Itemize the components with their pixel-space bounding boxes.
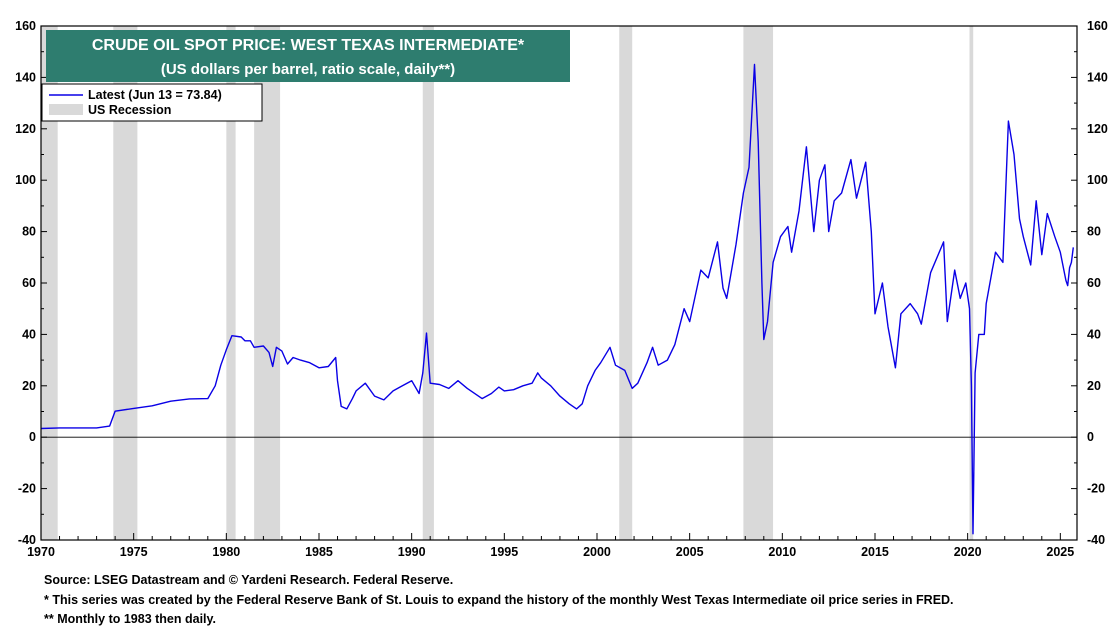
legend: Latest (Jun 13 = 73.84) US Recession <box>41 83 263 122</box>
y-tick-label-right: -40 <box>1087 533 1105 547</box>
footnote-2: ** Monthly to 1983 then daily. <box>44 612 217 626</box>
x-tick-label: 2010 <box>768 545 796 559</box>
recession-band <box>41 26 58 540</box>
y-tick-label-right: -20 <box>1087 482 1105 496</box>
y-tick-label-left: 140 <box>15 70 36 84</box>
y-tick-label-left: 160 <box>15 19 36 33</box>
y-tick-label-left: 100 <box>15 173 36 187</box>
x-tick-label: 1985 <box>305 545 333 559</box>
recession-band <box>743 26 774 540</box>
price-series-line <box>40 63 1074 535</box>
y-tick-label-right: 100 <box>1087 173 1108 187</box>
x-tick-label: 1995 <box>490 545 518 559</box>
legend-recession-label: US Recession <box>88 103 171 117</box>
x-tick-label: 2000 <box>583 545 611 559</box>
y-tick-label-left: 60 <box>22 276 36 290</box>
y-tick-label-right: 80 <box>1087 225 1101 239</box>
footnote-1: * This series was created by the Federal… <box>44 593 954 607</box>
chart-title-box: CRUDE OIL SPOT PRICE: WEST TEXAS INTERME… <box>46 30 570 82</box>
y-tick-label-left: 120 <box>15 122 36 136</box>
y-tick-label-right: 0 <box>1087 430 1094 444</box>
recession-band <box>226 26 236 540</box>
legend-latest-label: Latest (Jun 13 = 73.84) <box>88 88 222 102</box>
legend-recession-swatch <box>49 104 83 115</box>
x-tick-label: 2005 <box>676 545 704 559</box>
chart-title: CRUDE OIL SPOT PRICE: WEST TEXAS INTERME… <box>92 37 525 54</box>
recession-band <box>422 26 434 540</box>
x-tick-label: 2015 <box>861 545 889 559</box>
source-note: Source: LSEG Datastream and © Yardeni Re… <box>44 573 454 587</box>
y-tick-label-left: 20 <box>22 379 36 393</box>
y-tick-label-right: 40 <box>1087 327 1101 341</box>
y-tick-label-right: 140 <box>1087 70 1108 84</box>
recession-band <box>969 26 974 540</box>
oil-price-chart: 1970 1975 1980 1985 1990 1995 2000 2005 2010 2015… <box>15 19 1108 559</box>
axis-ticks: 1970 1975 1980 1985 1990 1995 2000 2005 2010 2015… <box>15 19 1108 559</box>
y-tick-label-right: 20 <box>1087 379 1101 393</box>
chart-subtitle: (US dollars per barrel, ratio scale, dai… <box>161 61 455 78</box>
x-tick-label: 1990 <box>398 545 426 559</box>
recession-band <box>619 26 633 540</box>
x-tick-label: 2020 <box>954 545 982 559</box>
y-tick-label-left: 0 <box>29 430 36 444</box>
x-tick-label: 1970 <box>27 545 55 559</box>
y-tick-label-right: 120 <box>1087 122 1108 136</box>
y-tick-label-right: 160 <box>1087 19 1108 33</box>
y-tick-label-right: 60 <box>1087 276 1101 290</box>
x-tick-label: 1975 <box>120 545 148 559</box>
x-tick-label: 2025 <box>1046 545 1074 559</box>
x-tick-label: 1980 <box>212 545 240 559</box>
y-tick-label-left: -40 <box>18 533 36 547</box>
y-tick-label-left: -20 <box>18 482 36 496</box>
y-tick-label-left: 40 <box>22 327 36 341</box>
y-tick-label-left: 80 <box>22 225 36 239</box>
